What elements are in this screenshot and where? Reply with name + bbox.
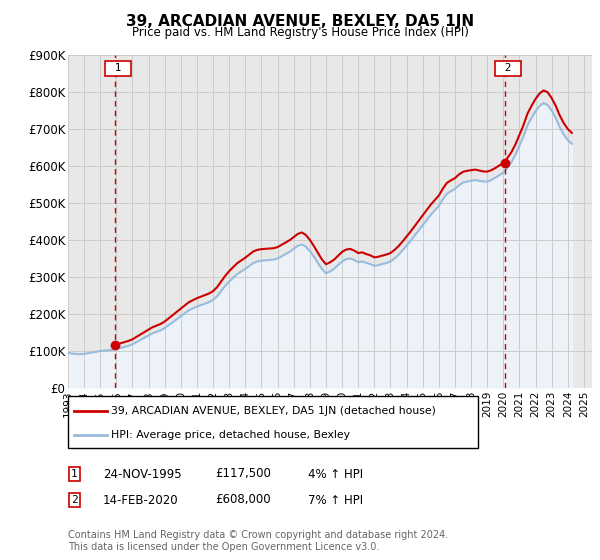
Text: Contains HM Land Registry data © Crown copyright and database right 2024.
This d: Contains HM Land Registry data © Crown c… [68,530,448,552]
Text: 4% ↑ HPI: 4% ↑ HPI [308,468,363,480]
Text: 1: 1 [107,63,128,73]
Text: 2: 2 [71,495,78,505]
Text: 2: 2 [498,63,518,73]
Text: 1: 1 [71,469,78,479]
Text: 7% ↑ HPI: 7% ↑ HPI [308,493,363,506]
Text: 39, ARCADIAN AVENUE, BEXLEY, DA5 1JN (detached house): 39, ARCADIAN AVENUE, BEXLEY, DA5 1JN (de… [111,405,436,416]
Text: 39, ARCADIAN AVENUE, BEXLEY, DA5 1JN: 39, ARCADIAN AVENUE, BEXLEY, DA5 1JN [126,14,474,29]
Text: Price paid vs. HM Land Registry's House Price Index (HPI): Price paid vs. HM Land Registry's House … [131,26,469,39]
Text: 14-FEB-2020: 14-FEB-2020 [103,493,178,506]
Text: HPI: Average price, detached house, Bexley: HPI: Average price, detached house, Bexl… [111,430,350,440]
Text: £117,500: £117,500 [215,468,271,480]
Text: 24-NOV-1995: 24-NOV-1995 [103,468,181,480]
Text: £608,000: £608,000 [215,493,271,506]
